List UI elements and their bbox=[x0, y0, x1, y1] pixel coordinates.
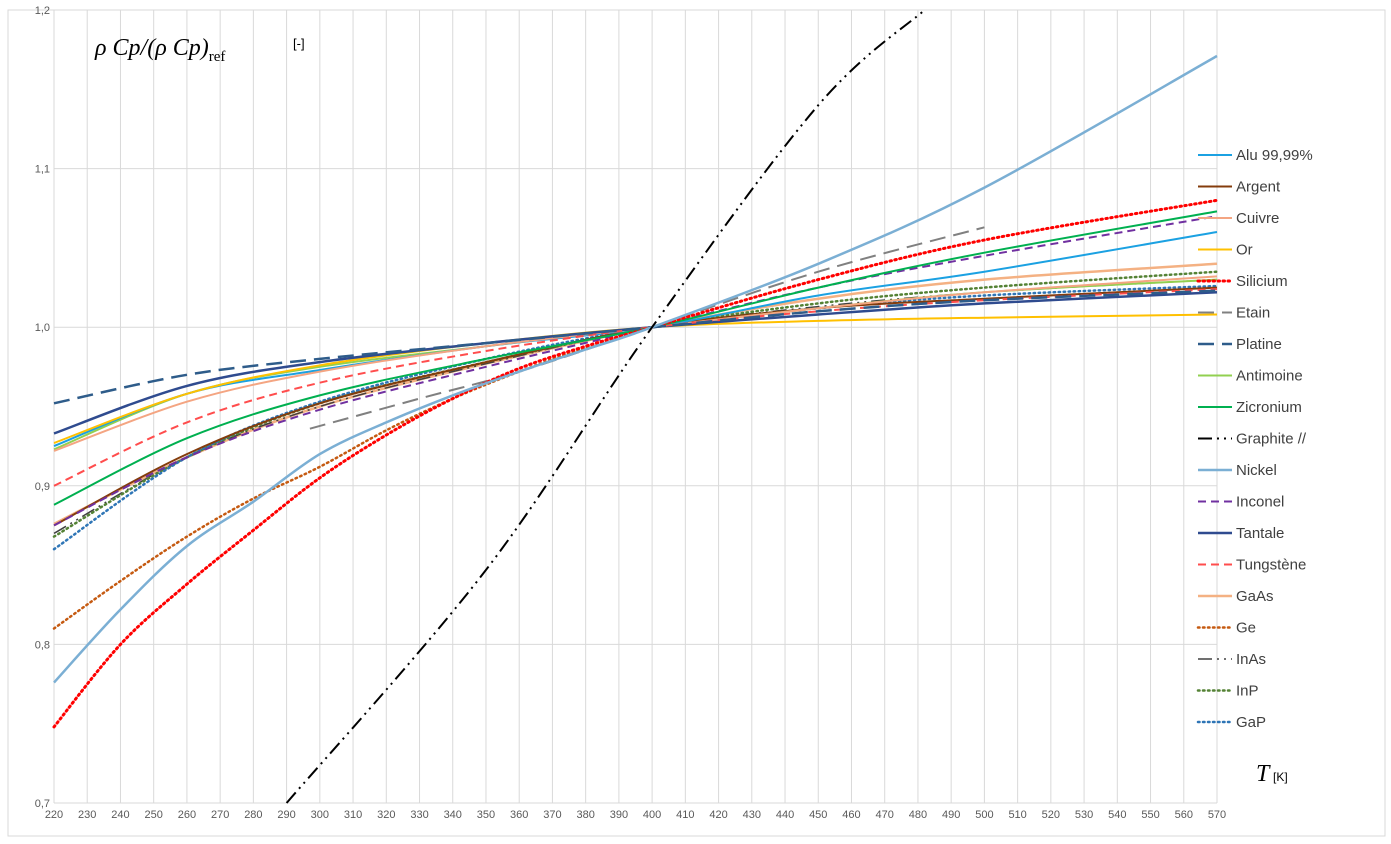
legend-label: Tantale bbox=[1236, 525, 1284, 542]
tick-labels: 220 230 240 250 260 270 280 290 300 310 320 330 340 3… bbox=[35, 5, 1226, 821]
x-axis-title: T bbox=[1256, 761, 1271, 787]
series-lines bbox=[52, 9, 1219, 804]
y-tick-label: 0,8 bbox=[35, 639, 50, 651]
legend-label: InAs bbox=[1236, 651, 1266, 668]
legend-label: Antimoine bbox=[1236, 368, 1303, 385]
x-tick-label: 240 bbox=[111, 809, 129, 821]
x-tick-label: 540 bbox=[1108, 809, 1126, 821]
x-tick-label: 510 bbox=[1008, 809, 1026, 821]
x-tick-label: 490 bbox=[942, 809, 960, 821]
x-tick-label: 380 bbox=[576, 809, 594, 821]
legend-label: Nickel bbox=[1236, 462, 1277, 479]
y-tick-label: 0,7 bbox=[35, 798, 50, 810]
legend-label: Inconel bbox=[1236, 494, 1284, 511]
x-tick-label: 310 bbox=[344, 809, 362, 821]
legend-label: Cuivre bbox=[1236, 210, 1279, 227]
x-tick-label: 220 bbox=[45, 809, 63, 821]
x-tick-label: 480 bbox=[909, 809, 927, 821]
legend-label: Zicronium bbox=[1236, 399, 1302, 416]
y-tick-label: 0,9 bbox=[35, 481, 50, 493]
x-tick-label: 440 bbox=[776, 809, 794, 821]
x-tick-label: 330 bbox=[410, 809, 428, 821]
x-tick-label: 270 bbox=[211, 809, 229, 821]
x-tick-label: 460 bbox=[842, 809, 860, 821]
x-tick-label: 370 bbox=[543, 809, 561, 821]
legend-label: Silicium bbox=[1236, 273, 1288, 290]
x-tick-label: 410 bbox=[676, 809, 694, 821]
series-line bbox=[53, 210, 1218, 506]
legend-label: Graphite // bbox=[1236, 431, 1307, 448]
y-axis-unit: [-] bbox=[293, 36, 305, 51]
x-axis-unit: [K] bbox=[1273, 770, 1288, 784]
x-tick-label: 300 bbox=[311, 809, 329, 821]
y-axis-title-main: ρ Cp/(ρ Cp) bbox=[94, 35, 209, 61]
x-tick-label: 280 bbox=[244, 809, 262, 821]
x-tick-label: 250 bbox=[145, 809, 163, 821]
x-tick-label: 520 bbox=[1042, 809, 1060, 821]
x-tick-label: 350 bbox=[477, 809, 495, 821]
x-tick-label: 430 bbox=[743, 809, 761, 821]
legend-label: GaAs bbox=[1236, 588, 1274, 605]
x-tick-label: 550 bbox=[1141, 809, 1159, 821]
legend-label: Argent bbox=[1236, 179, 1281, 196]
legend-label: Alu 99,99% bbox=[1236, 147, 1313, 164]
legend-label: Platine bbox=[1236, 336, 1282, 353]
legend-label: Or bbox=[1236, 242, 1253, 259]
x-tick-label: 360 bbox=[510, 809, 528, 821]
series-line bbox=[52, 270, 1219, 538]
x-tick-label: 320 bbox=[377, 809, 395, 821]
x-tick-label: 570 bbox=[1208, 809, 1226, 821]
series-line bbox=[52, 284, 1219, 551]
legend: Alu 99,99% Argent Cuivre Or Silicium Etain Pla… bbox=[1196, 147, 1313, 731]
y-tick-label: 1,1 bbox=[35, 164, 50, 176]
x-tick-label: 470 bbox=[876, 809, 894, 821]
series-line bbox=[53, 289, 1218, 405]
y-axis-title-subscript: ref bbox=[209, 49, 226, 65]
x-tick-label: 500 bbox=[975, 809, 993, 821]
legend-label: Etain bbox=[1236, 305, 1270, 322]
x-tick-label: 340 bbox=[444, 809, 462, 821]
y-tick-label: 1,2 bbox=[35, 5, 50, 17]
x-tick-label: 560 bbox=[1175, 809, 1193, 821]
chart-frame bbox=[7, 9, 1386, 837]
grid bbox=[53, 9, 1218, 804]
y-axis-title: ρ Cp/(ρ Cp)ref bbox=[94, 35, 225, 65]
legend-label: GaP bbox=[1236, 714, 1266, 731]
legend-label: Tungstène bbox=[1236, 557, 1306, 574]
legend-label: InP bbox=[1236, 683, 1259, 700]
x-tick-label: 260 bbox=[178, 809, 196, 821]
series-line bbox=[53, 215, 1218, 527]
series-line bbox=[285, 9, 926, 804]
x-tick-label: 400 bbox=[643, 809, 661, 821]
x-tick-label: 450 bbox=[809, 809, 827, 821]
series-line bbox=[53, 54, 1218, 684]
x-tick-label: 420 bbox=[709, 809, 727, 821]
legend-label: Ge bbox=[1236, 620, 1256, 637]
x-tick-label: 230 bbox=[78, 809, 96, 821]
x-tick-label: 390 bbox=[610, 809, 628, 821]
x-tick-label: 290 bbox=[277, 809, 295, 821]
y-tick-label: 1,0 bbox=[35, 322, 50, 334]
x-tick-label: 530 bbox=[1075, 809, 1093, 821]
